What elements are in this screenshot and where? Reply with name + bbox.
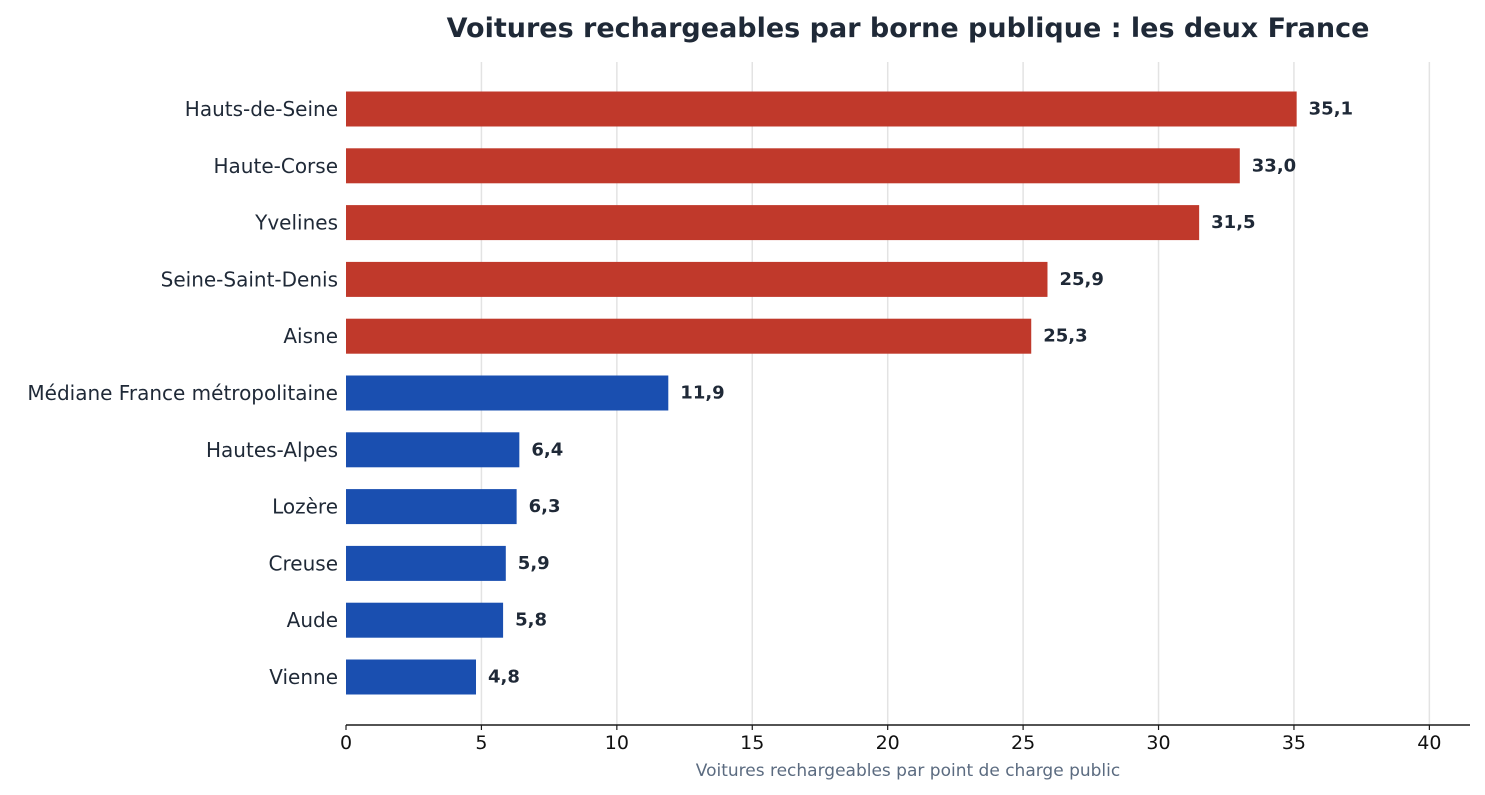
bar (346, 659, 477, 695)
category-label: Seine-Saint-Denis (161, 267, 338, 291)
x-tick-label: 30 (1146, 732, 1170, 754)
value-label: 25,3 (1043, 326, 1087, 347)
value-label: 33,0 (1252, 155, 1296, 176)
x-tick-label: 35 (1282, 732, 1306, 754)
category-label: Hauts-de-Seine (185, 97, 338, 121)
x-tick-label: 15 (740, 732, 764, 754)
value-label: 35,1 (1309, 99, 1353, 120)
value-label: 11,9 (680, 383, 724, 404)
x-tick-label: 20 (876, 732, 900, 754)
category-label: Haute-Corse (214, 154, 338, 178)
bar (346, 205, 1200, 241)
value-label: 6,4 (531, 439, 563, 460)
bar (346, 318, 1032, 354)
bar (346, 432, 520, 468)
bar (346, 148, 1240, 184)
x-axis-title: Voitures rechargeables par point de char… (696, 761, 1120, 781)
bars-layer: Hauts-de-Seine 35,1 Haute-Corse 33,0 Yveline… (27, 91, 1353, 695)
category-label: Creuse (269, 551, 338, 575)
bar (346, 489, 517, 525)
value-label: 6,3 (529, 496, 561, 517)
bar (346, 261, 1048, 297)
category-label: Yvelines (254, 211, 338, 235)
value-label: 25,9 (1059, 269, 1103, 290)
category-label: Aude (287, 608, 338, 632)
bar (346, 545, 506, 581)
x-axis: 0 5 10 15 20 25 30 35 40 (340, 724, 1470, 754)
x-tick-label: 40 (1417, 732, 1441, 754)
x-tick-label: 25 (1011, 732, 1035, 754)
category-label: Hautes-Alpes (206, 438, 338, 462)
x-tick-label: 5 (475, 732, 487, 754)
category-label: Lozère (272, 495, 338, 519)
bar (346, 375, 669, 411)
category-label: Vienne (269, 665, 338, 689)
x-tick-label: 10 (605, 732, 629, 754)
value-label: 31,5 (1211, 212, 1255, 233)
category-label: Médiane France métropolitaine (27, 381, 338, 405)
bar (346, 91, 1297, 127)
chart-title: Voitures rechargeables par borne publiqu… (447, 13, 1370, 44)
value-label: 5,9 (518, 553, 550, 574)
bar (346, 602, 504, 638)
value-label: 4,8 (488, 667, 520, 688)
x-tick-label: 0 (340, 732, 352, 754)
category-label: Aisne (283, 324, 338, 348)
value-label: 5,8 (515, 610, 547, 631)
